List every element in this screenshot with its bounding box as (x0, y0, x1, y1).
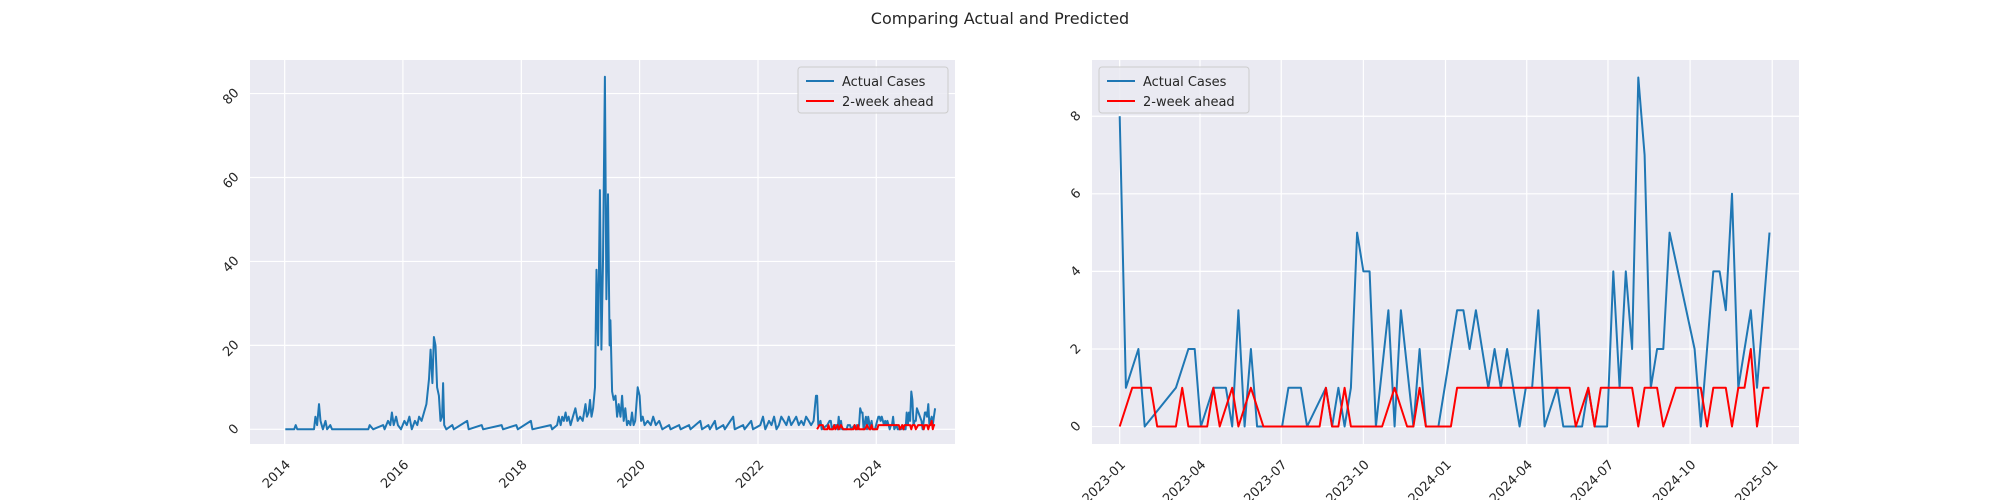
chart2-x-tick-label: 2024-04 (1487, 458, 1536, 500)
chart1-x-tick-label: 2022 (733, 458, 767, 492)
chart1-x-tick-label: 2020 (615, 458, 649, 492)
chart1-legend-label: Actual Cases (842, 75, 926, 90)
chart2-series-line-actual (1118, 76, 1771, 428)
chart1-y-tick-label: 60 (220, 170, 242, 192)
chart2-y-tick-label: 2 (1068, 341, 1084, 357)
chart2-x-tick-label: 2023-04 (1160, 458, 1209, 500)
chart2-legend-label: Actual Cases (1143, 75, 1227, 90)
chart2-x-tick-label: 2024-07 (1568, 458, 1617, 500)
chart2-series-line-predicted (1118, 348, 1770, 428)
chart1-y-tick-label: 20 (220, 338, 242, 360)
chart1-x-tick-label: 2014 (260, 458, 294, 492)
chart1: 2014 2016 2018 2020 2022 2024 0 20 40 60 80 Actual … (220, 60, 955, 492)
chart1-legend-frame (797, 66, 949, 114)
chart2-y-tick-label: 6 (1068, 186, 1084, 202)
chart2-x-tick-label: 2023-01 (1080, 458, 1129, 500)
chart1-series-line-actual (285, 75, 937, 431)
chart2: 2023-01 2023-04 2023-07 2023-10 2024-01 2024-… (1068, 60, 1799, 500)
chart1-legend-label: 2-week ahead (842, 95, 934, 110)
chart2-y-tick-label: 0 (1068, 419, 1084, 435)
chart1-y-tick-label: 80 (220, 86, 242, 108)
chart2-legend-frame (1098, 66, 1250, 114)
chart2-x-tick-label: 2024-10 (1650, 458, 1699, 500)
chart1-x-tick-label: 2018 (497, 458, 531, 492)
chart1-x-tick-label: 2024 (852, 458, 886, 492)
chart2-x-tick-label: 2023-07 (1241, 458, 1290, 500)
figure-title: Comparing Actual and Predicted (871, 9, 1129, 28)
chart2-x-tick-label: 2024-01 (1406, 458, 1455, 500)
chart1-x-tick-label: 2016 (378, 458, 412, 492)
chart1-legend: Actual Cases 2-week ahead (797, 66, 949, 114)
chart1-y-tick-label: 0 (226, 422, 242, 438)
chart2-y-tick-label: 8 (1068, 108, 1084, 124)
chart1-y-tick-label: 40 (220, 254, 242, 276)
chart2-x-tick-label: 2023-10 (1324, 458, 1373, 500)
chart1-series-line-predicted (816, 419, 936, 431)
chart2-y-tick-label: 4 (1068, 264, 1084, 280)
chart2-legend: Actual Cases 2-week ahead (1098, 66, 1250, 114)
chart2-legend-label: 2-week ahead (1143, 95, 1235, 110)
chart2-x-tick-label: 2025-01 (1732, 458, 1781, 500)
